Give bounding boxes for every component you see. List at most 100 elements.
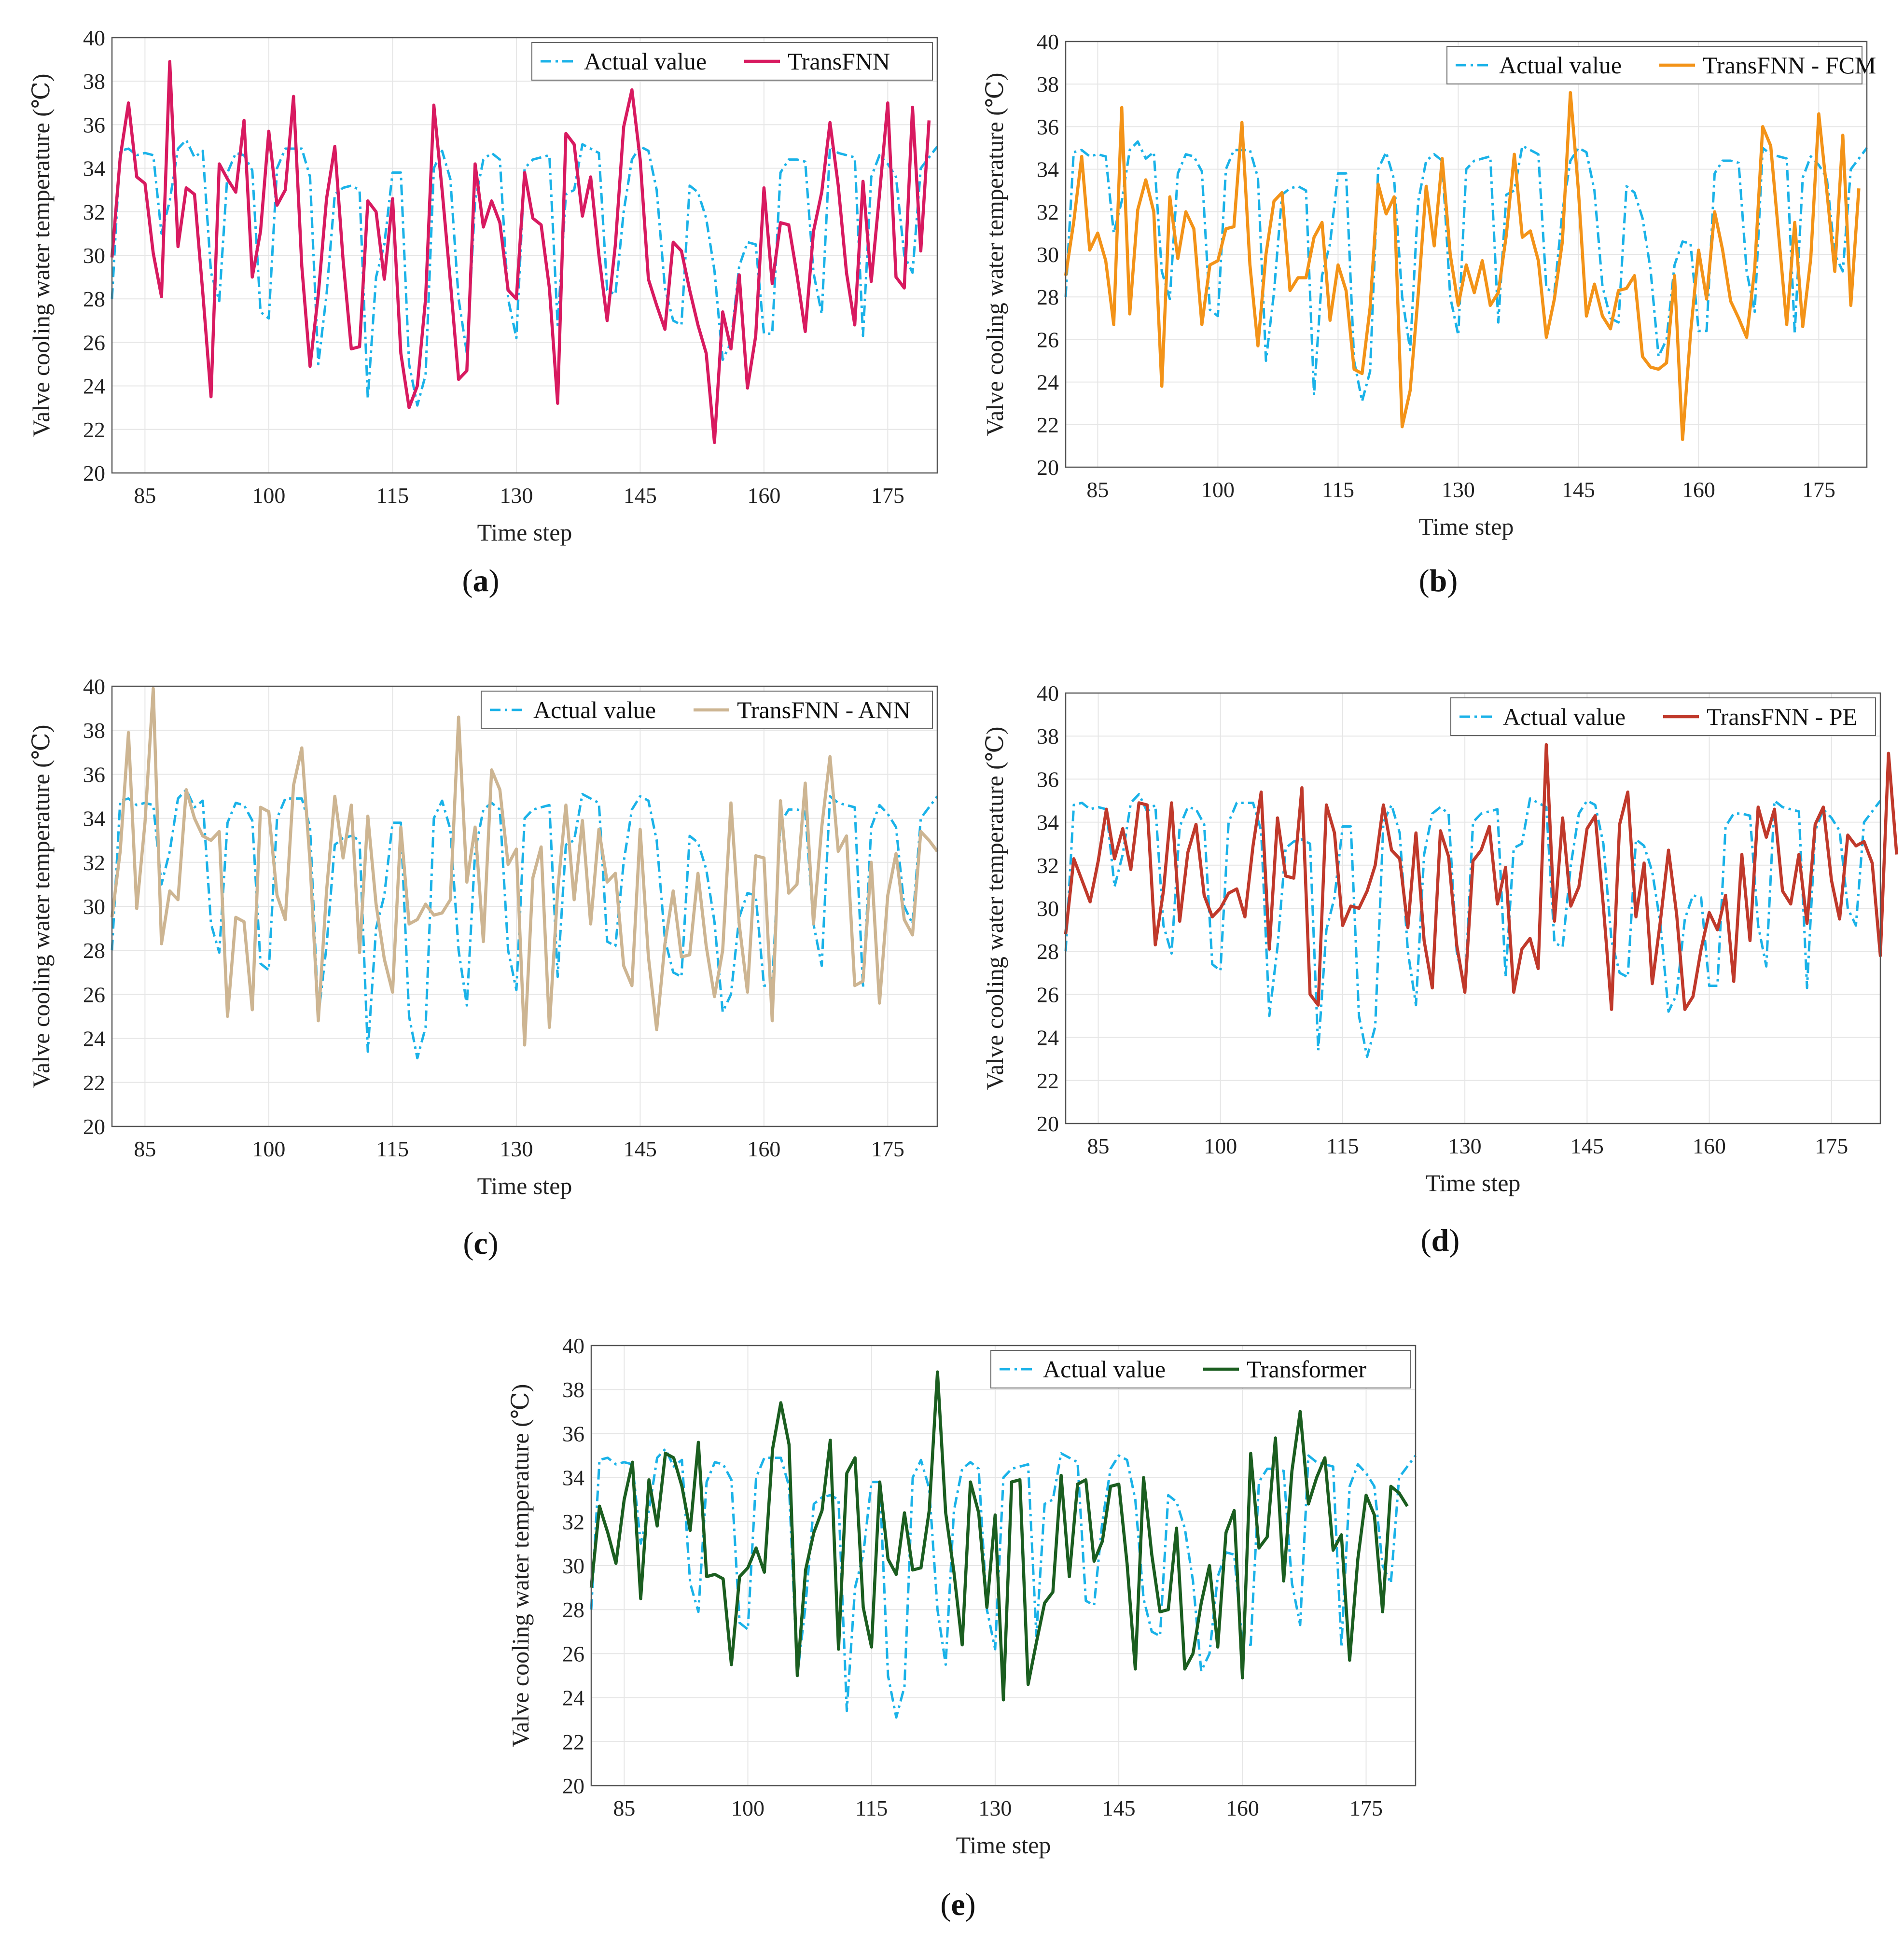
y-tick-label: 24 xyxy=(1037,1026,1059,1050)
y-tick-label: 40 xyxy=(83,26,105,50)
y-tick-label: 20 xyxy=(562,1774,584,1798)
y-tick-label: 32 xyxy=(83,850,105,875)
y-tick-label: 28 xyxy=(562,1597,584,1622)
y-tick-label: 30 xyxy=(562,1554,584,1578)
y-tick-label: 32 xyxy=(1037,200,1059,224)
panel-label-close: ) xyxy=(488,1226,499,1261)
y-tick-label: 24 xyxy=(562,1686,584,1710)
x-tick-label: 115 xyxy=(376,1137,409,1161)
chart-panel-a: 20 22 24 26 28 30 32 34 36 38 40 85 100 115 130 145 160 1… xyxy=(28,26,938,598)
x-tick-label: 130 xyxy=(1442,477,1475,502)
x-tick-label: 175 xyxy=(871,1137,904,1161)
legend: Actual value TransFNN - FCM xyxy=(1446,46,1876,84)
y-tick-label: 28 xyxy=(1037,939,1059,964)
legend-label-actual: Actual value xyxy=(533,696,656,723)
panel-label: (e) xyxy=(940,1887,975,1922)
y-tick-label: 32 xyxy=(1037,853,1059,878)
x-tick-label: 115 xyxy=(1322,477,1354,502)
y-tick-label: 34 xyxy=(1037,157,1059,182)
x-tick-label: 100 xyxy=(731,1796,764,1820)
x-tick-label: 85 xyxy=(134,1137,156,1161)
y-tick-label: 40 xyxy=(1037,29,1059,54)
actual-value-line xyxy=(111,788,939,1060)
y-tick-label: 38 xyxy=(83,69,105,94)
panel-label: (c) xyxy=(463,1226,498,1261)
y-tick-label: 24 xyxy=(83,1027,105,1051)
y-tick-label: 30 xyxy=(83,243,105,268)
legend-label-actual: Actual value xyxy=(1499,52,1622,79)
y-tick-label: 38 xyxy=(83,718,105,743)
x-tick-label: 160 xyxy=(747,483,780,508)
plot-area-frame xyxy=(111,685,938,1127)
y-tick-label: 26 xyxy=(83,330,105,355)
chart-panel-e: 20 22 24 26 28 30 32 34 36 38 40 85 100 115 130 145 160 1… xyxy=(507,1333,1417,1922)
y-tick-label: 32 xyxy=(83,200,105,224)
y-tick-label: 26 xyxy=(1037,327,1059,352)
y-tick-label: 36 xyxy=(83,112,105,137)
x-tick-label: 100 xyxy=(252,483,285,508)
legend: Actual value TransFNN - ANN xyxy=(481,691,933,729)
y-tick-label: 30 xyxy=(83,894,105,919)
y-tick-label: 30 xyxy=(1037,242,1059,267)
y-tick-label: 40 xyxy=(562,1333,584,1358)
panel-label-letter: e xyxy=(951,1887,965,1922)
panel-label-letter: b xyxy=(1430,563,1447,598)
legend-label-actual: Actual value xyxy=(1503,703,1626,730)
plot-area-frame xyxy=(111,37,938,474)
x-tick-label: 160 xyxy=(1682,477,1715,502)
x-tick-label: 175 xyxy=(1349,1796,1383,1820)
legend: Actual value TransFNN xyxy=(531,42,933,81)
panel-label: (b) xyxy=(1419,563,1458,598)
legend-box xyxy=(990,1350,1411,1388)
x-tick-label: 175 xyxy=(871,483,904,508)
y-tick-label: 28 xyxy=(83,287,105,311)
chart-panel-c: 20 22 24 26 28 30 32 34 36 38 40 85 100 115 130 145 160 1… xyxy=(28,674,939,1261)
chart-panel-b: 20 22 24 26 28 30 32 34 36 38 40 85 100 115 130 145 160 1… xyxy=(981,29,1876,598)
x-tick-label: 85 xyxy=(134,483,156,508)
y-tick-label: 22 xyxy=(1037,413,1059,437)
y-tick-label: 24 xyxy=(83,374,105,399)
legend-box xyxy=(531,42,933,81)
x-tick-label: 160 xyxy=(1226,1796,1259,1820)
x-tick-label: 160 xyxy=(747,1137,780,1161)
y-tick-label: 20 xyxy=(83,1114,105,1139)
x-tick-label: 130 xyxy=(500,483,533,508)
x-tick-label: 160 xyxy=(1693,1134,1726,1158)
x-tick-label: 175 xyxy=(1815,1134,1848,1158)
legend-label-actual: Actual value xyxy=(1043,1356,1166,1383)
x-tick-label: 130 xyxy=(500,1137,533,1161)
legend-label-prediction: TransFNN - PE xyxy=(1707,703,1857,730)
x-tick-label: 145 xyxy=(1570,1134,1604,1158)
prediction-line xyxy=(110,60,931,444)
plot-area-frame xyxy=(1065,41,1868,468)
y-tick-label: 38 xyxy=(1037,724,1059,749)
y-tick-label: 26 xyxy=(562,1641,584,1666)
panel-label-open: ( xyxy=(940,1887,951,1922)
legend-label-prediction: TransFNN - FCM xyxy=(1703,52,1876,79)
plot-area-frame xyxy=(1065,692,1881,1124)
x-axis-title: Time step xyxy=(1419,513,1514,540)
y-tick-label: 36 xyxy=(1037,114,1059,139)
legend-label-prediction: TransFNN xyxy=(788,48,890,75)
y-axis-title: Valve cooling water temperature (℃) xyxy=(28,74,55,437)
x-tick-label: 145 xyxy=(1562,477,1595,502)
y-tick-label: 36 xyxy=(83,762,105,787)
x-axis-title: Time step xyxy=(956,1832,1051,1859)
x-axis-title: Time step xyxy=(477,1172,572,1199)
x-axis-title: Time step xyxy=(1426,1169,1521,1196)
y-tick-label: 38 xyxy=(562,1377,584,1402)
y-tick-label: 34 xyxy=(83,806,105,831)
x-tick-label: 175 xyxy=(1802,477,1835,502)
x-tick-label: 100 xyxy=(1201,477,1235,502)
y-tick-label: 22 xyxy=(83,417,105,442)
panel-label: (d) xyxy=(1421,1223,1460,1258)
y-tick-label: 36 xyxy=(562,1421,584,1446)
panel-label-open: ( xyxy=(462,563,473,598)
x-tick-label: 130 xyxy=(1448,1134,1482,1158)
y-tick-label: 20 xyxy=(83,461,105,486)
x-tick-label: 85 xyxy=(613,1796,635,1820)
y-axis-title: Valve cooling water temperature (℃) xyxy=(981,73,1008,436)
y-tick-label: 28 xyxy=(83,938,105,963)
x-tick-label: 115 xyxy=(376,483,409,508)
